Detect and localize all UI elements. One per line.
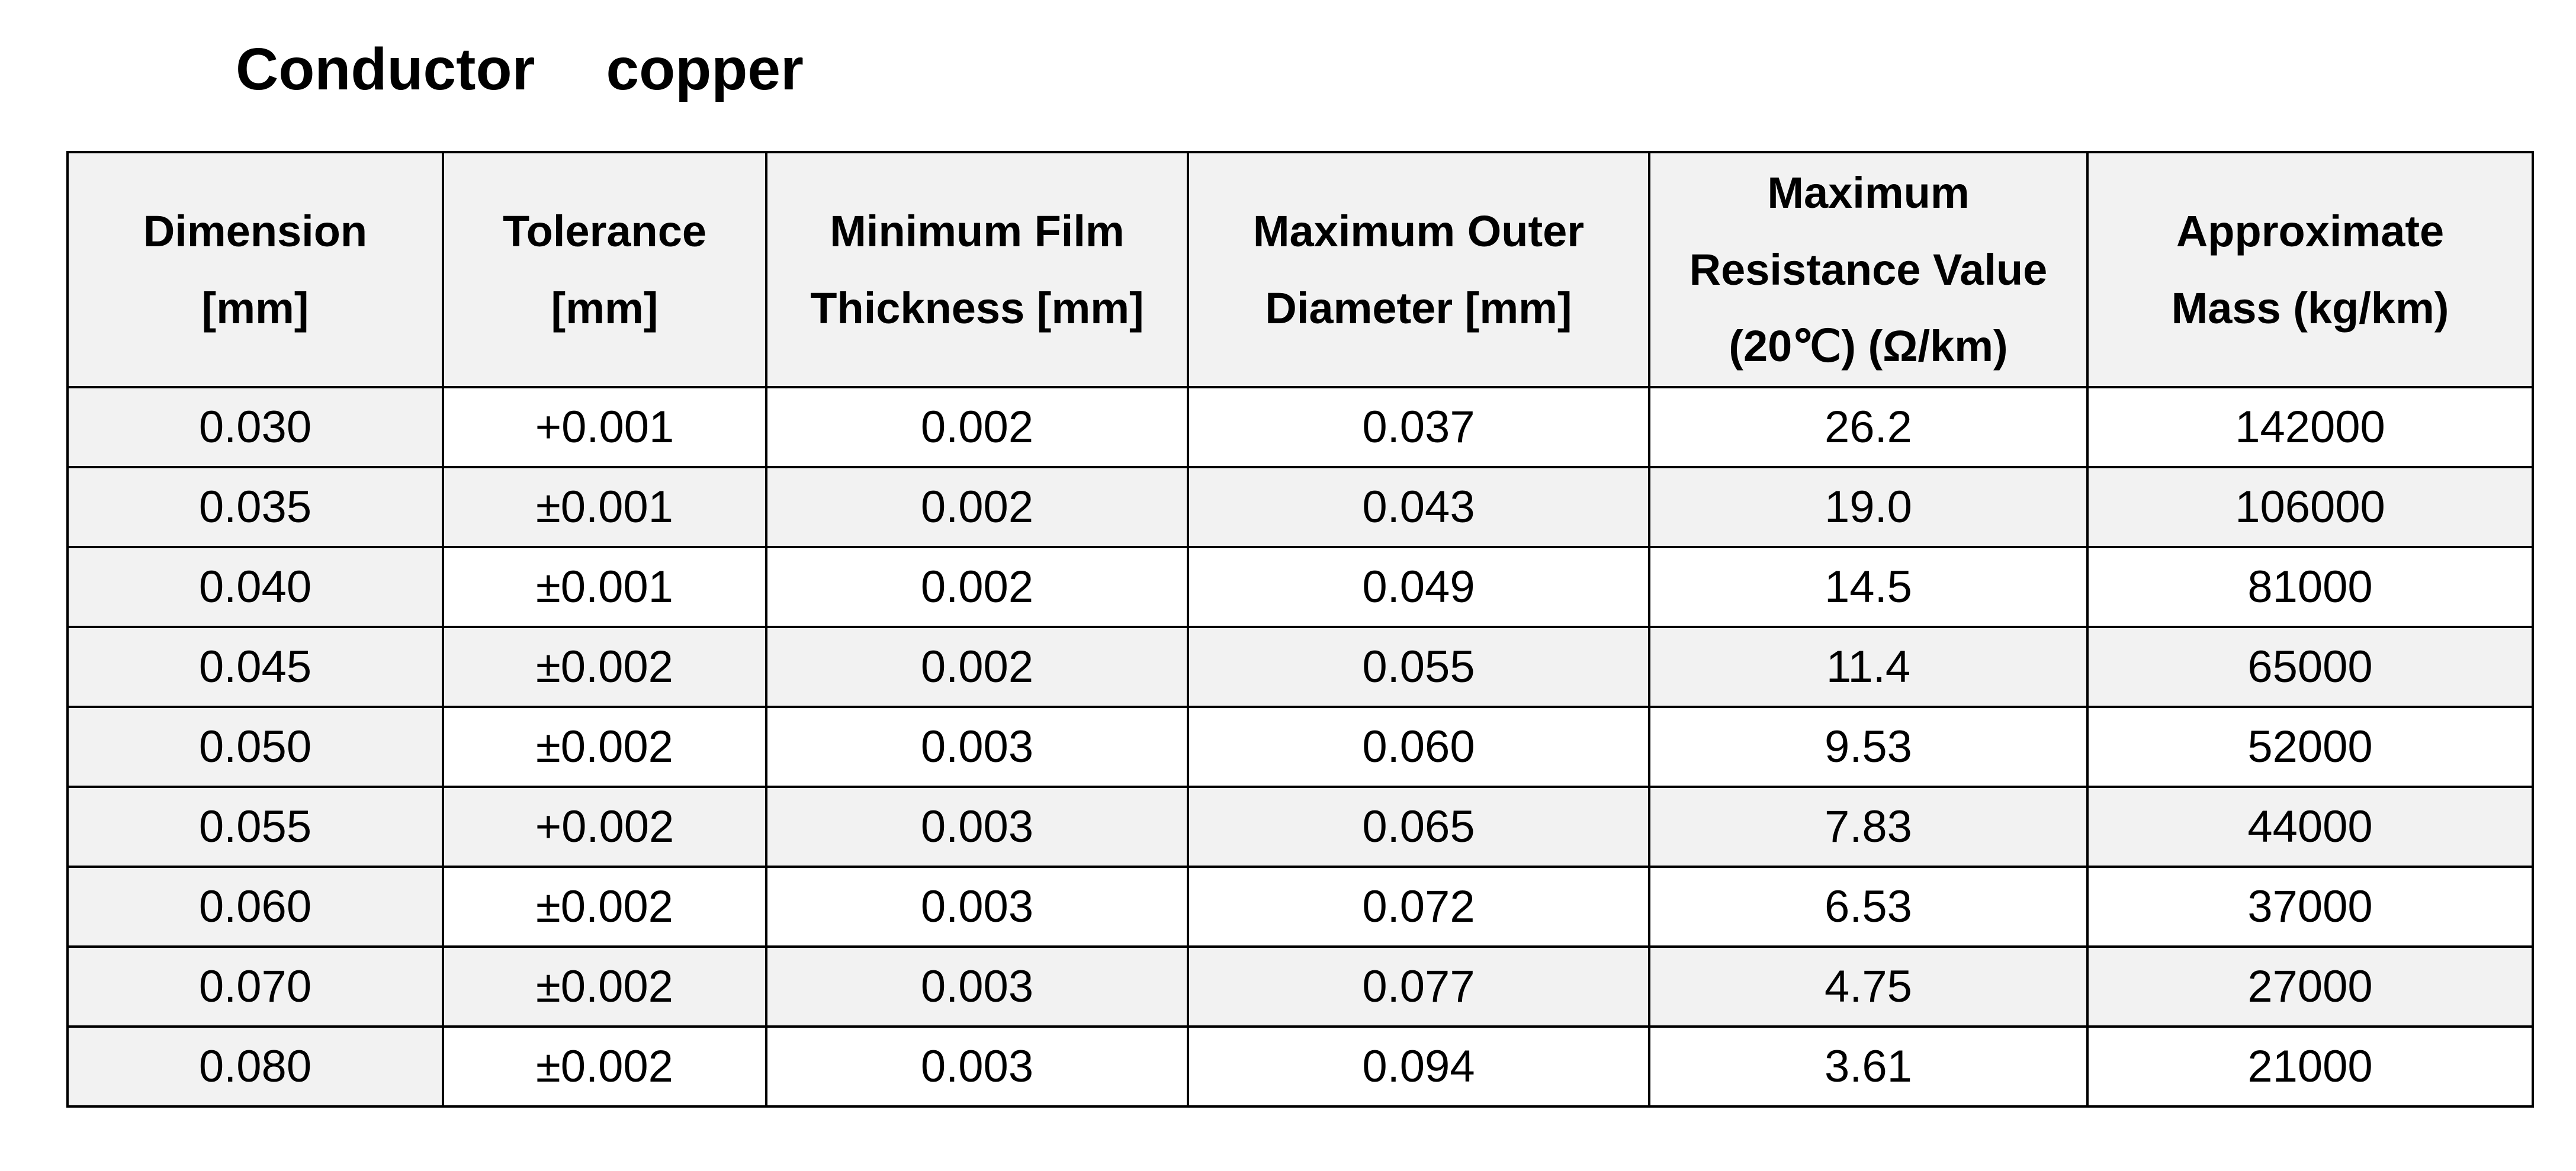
header-cell: Tolerance [mm] — [442, 151, 767, 388]
table-cell: 9.53 — [1648, 706, 2089, 788]
table-cell: +0.002 — [442, 786, 767, 868]
table-cell: 0.094 — [1187, 1025, 1650, 1108]
table-cell: 27000 — [2086, 945, 2534, 1028]
table-cell: 0.050 — [66, 706, 444, 788]
table-row: 0.080 ±0.002 0.003 0.094 3.61 21000 — [66, 1025, 2534, 1108]
table-body: 0.030 +0.001 0.002 0.037 26.2 142000 0.035 ±0.0… — [66, 386, 2534, 1108]
table-row: 0.070 ±0.002 0.003 0.077 4.75 27000 — [66, 945, 2534, 1028]
table-row: 0.040 ±0.001 0.002 0.049 14.5 81000 — [66, 546, 2534, 628]
header-cell: Approximate Mass (kg/km) — [2086, 151, 2534, 388]
table-cell: 65000 — [2086, 626, 2534, 708]
table-cell: 0.037 — [1187, 386, 1650, 468]
table-cell: 0.003 — [765, 945, 1189, 1028]
table-cell: 26.2 — [1648, 386, 2089, 468]
table-cell: 7.83 — [1648, 786, 2089, 868]
table-cell: 52000 — [2086, 706, 2534, 788]
table-cell: ±0.002 — [442, 945, 767, 1028]
title-label: Conductor — [236, 36, 535, 102]
table-cell: 3.61 — [1648, 1025, 2089, 1108]
table-cell: 0.072 — [1187, 866, 1650, 948]
table-cell: ±0.001 — [442, 546, 767, 628]
table-cell: 142000 — [2086, 386, 2534, 468]
table-cell: ±0.002 — [442, 626, 767, 708]
table-cell: 81000 — [2086, 546, 2534, 628]
table-cell: 0.003 — [765, 786, 1189, 868]
header-cell: Minimum Film Thickness [mm] — [765, 151, 1189, 388]
table-row: 0.045 ±0.002 0.002 0.055 11.4 65000 — [66, 626, 2534, 708]
title: Conductor copper — [236, 36, 804, 104]
table-cell: 0.060 — [66, 866, 444, 948]
title-value: copper — [606, 36, 804, 102]
table-cell: ±0.002 — [442, 706, 767, 788]
table-cell: 37000 — [2086, 866, 2534, 948]
table-cell: 0.002 — [765, 466, 1189, 548]
table-cell: 0.002 — [765, 386, 1189, 468]
table-cell: 0.077 — [1187, 945, 1650, 1028]
table-cell: 19.0 — [1648, 466, 2089, 548]
table-cell: 0.003 — [765, 866, 1189, 948]
table-cell: 0.060 — [1187, 706, 1650, 788]
table-row: 0.055 +0.002 0.003 0.065 7.83 44000 — [66, 786, 2534, 868]
table-cell: 106000 — [2086, 466, 2534, 548]
table-cell: 0.055 — [1187, 626, 1650, 708]
header-cell: Maximum Outer Diameter [mm] — [1187, 151, 1650, 388]
table-cell: 0.055 — [66, 786, 444, 868]
table-cell: 0.030 — [66, 386, 444, 468]
table-cell: ±0.002 — [442, 866, 767, 948]
table-cell: 0.002 — [765, 546, 1189, 628]
spec-table: Dimension [mm] Tolerance [mm] Minimum Film… — [66, 151, 2534, 1108]
table-cell: 44000 — [2086, 786, 2534, 868]
table-cell: 4.75 — [1648, 945, 2089, 1028]
table-cell: 0.035 — [66, 466, 444, 548]
table-cell: 0.080 — [66, 1025, 444, 1108]
table-cell: 0.003 — [765, 1025, 1189, 1108]
table-cell: 0.003 — [765, 706, 1189, 788]
header-cell: Maximum Resistance Value (20℃) (Ω/km) — [1648, 151, 2089, 388]
table-cell: 0.043 — [1187, 466, 1650, 548]
table-cell: 0.065 — [1187, 786, 1650, 868]
table-cell: 0.045 — [66, 626, 444, 708]
table-cell: 0.049 — [1187, 546, 1650, 628]
table-row: 0.050 ±0.002 0.003 0.060 9.53 52000 — [66, 706, 2534, 788]
header-cell: Dimension [mm] — [66, 151, 444, 388]
table-cell: 0.070 — [66, 945, 444, 1028]
table-cell: 21000 — [2086, 1025, 2534, 1108]
table-cell: 0.040 — [66, 546, 444, 628]
table-row: 0.060 ±0.002 0.003 0.072 6.53 37000 — [66, 866, 2534, 948]
table-cell: 11.4 — [1648, 626, 2089, 708]
table-cell: ±0.002 — [442, 1025, 767, 1108]
table-row: 0.035 ±0.001 0.002 0.043 19.0 106000 — [66, 466, 2534, 548]
table-cell: 6.53 — [1648, 866, 2089, 948]
table-row: 0.030 +0.001 0.002 0.037 26.2 142000 — [66, 386, 2534, 468]
table-cell: 0.002 — [765, 626, 1189, 708]
table-cell: ±0.001 — [442, 466, 767, 548]
table-cell: +0.001 — [442, 386, 767, 468]
header-row: Dimension [mm] Tolerance [mm] Minimum Film… — [66, 151, 2534, 388]
table-cell: 14.5 — [1648, 546, 2089, 628]
